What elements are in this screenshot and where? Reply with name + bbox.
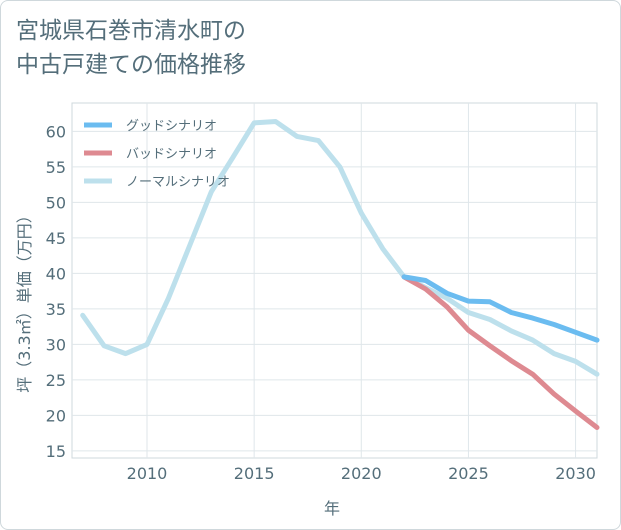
chart-title-line1: 宮城県石巻市清水町の	[16, 18, 246, 44]
y-tick-label: 60	[46, 122, 66, 141]
y-axis-label: 坪（3.3㎡）単価（万円）	[15, 207, 34, 392]
chart-title-line2: 中古戸建ての価格推移	[16, 52, 246, 78]
series-lines	[80, 119, 600, 430]
legend-label: グッドシナリオ	[126, 119, 217, 134]
y-tick-label: 45	[46, 229, 66, 248]
x-tick-label: 2020	[341, 464, 382, 483]
x-tick-label: 2025	[448, 464, 489, 483]
y-tick-label: 20	[46, 406, 66, 425]
legend-label: バッドシナリオ	[126, 147, 217, 162]
y-tick-label: 55	[46, 158, 66, 177]
y-tick-labels: 15 20 25 30 35 40 45 50 55 60	[46, 122, 66, 461]
series-line-0	[401, 274, 600, 343]
y-tick-label: 50	[46, 193, 66, 212]
y-tick-label: 30	[46, 335, 66, 354]
x-axis-label: 年	[324, 499, 340, 518]
x-tick-label: 2015	[234, 464, 275, 483]
legend-label: ノーマルシナリオ	[126, 175, 230, 190]
x-tick-label: 2010	[127, 464, 168, 483]
y-tick-label: 25	[46, 371, 66, 390]
x-tick-label: 2030	[555, 464, 596, 483]
series-line-1	[401, 274, 600, 430]
y-tick-label: 40	[46, 264, 66, 283]
x-tick-labels: 2010 2015 2020 2025 2030	[127, 464, 596, 483]
series-line-2	[80, 119, 600, 377]
grid-lines	[72, 103, 597, 458]
chart-title: 宮城県石巻市清水町の 中古戸建ての価格推移	[16, 14, 246, 82]
y-tick-label: 15	[46, 442, 66, 461]
y-tick-label: 35	[46, 300, 66, 319]
